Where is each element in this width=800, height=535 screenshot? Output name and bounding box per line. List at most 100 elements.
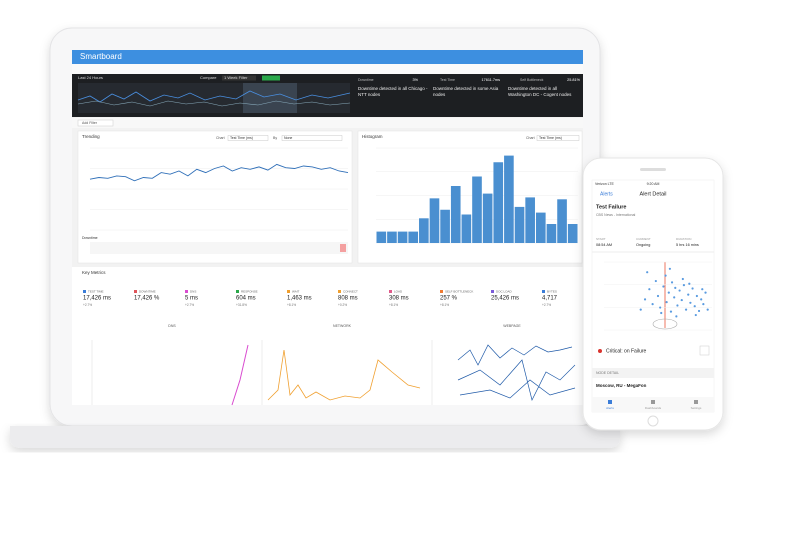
webpage-lines (457, 344, 576, 402)
scatter-point (702, 303, 705, 306)
scatter-point (665, 301, 668, 304)
metric-icon (134, 290, 137, 293)
key-metrics-title: Key Metrics (82, 270, 106, 275)
metric-change: +2.7% (83, 303, 92, 307)
scatter-point (676, 304, 679, 307)
scatter-point (646, 271, 649, 274)
metric-change: +2.7% (542, 303, 551, 307)
histogram-chart-select[interactable] (536, 135, 580, 141)
metric-icon (185, 290, 188, 293)
histogram-bar (376, 231, 387, 243)
scatter-point (697, 309, 701, 313)
metric-change: +0.2% (338, 303, 347, 307)
scatter-point (648, 288, 651, 291)
scatter-point (689, 301, 692, 304)
home-button[interactable] (647, 415, 659, 427)
metric-icon (236, 290, 239, 293)
alert-text: Downtime detected in all Chicago - NTT n… (358, 86, 428, 97)
node: Moscow, RU - MegaFon (596, 383, 647, 388)
col-value: Ongoing (636, 243, 650, 247)
metric-value: 604 ms (236, 296, 256, 302)
metric-icon (83, 290, 86, 293)
tab-label: Alerts (606, 406, 614, 410)
tab-icon[interactable] (651, 400, 655, 404)
tab-icon[interactable] (608, 400, 612, 404)
laptop-base (10, 426, 620, 448)
add-filter-button[interactable] (77, 119, 114, 127)
metric-name: TEST TIME (88, 289, 104, 293)
trending-chart-label: Chart (216, 136, 225, 140)
compare-value: 1 Week Filter (224, 75, 248, 80)
metric-icon (440, 290, 443, 293)
trending-chart-select[interactable] (227, 135, 269, 141)
col-value: 5 hrs 16 mins (676, 243, 699, 247)
histogram-bar (419, 218, 429, 243)
metric-value: 4,717 (542, 296, 558, 302)
alert-text: Downtime detected in all Washington DC -… (508, 86, 572, 97)
scatter-point (662, 285, 665, 288)
metric-icon (287, 290, 290, 293)
col-value: 08:54 AM (596, 243, 612, 247)
col-label: CURRENT (636, 237, 651, 241)
trending-line (89, 163, 349, 182)
scatter-point (680, 298, 683, 302)
node-detail: NODE DETAIL (596, 371, 619, 375)
back-link[interactable]: Alerts (600, 191, 613, 197)
metric-name: SELF BOTTLENECK (445, 289, 473, 293)
metric-value: 17,426 ms (83, 296, 111, 302)
scatter-point (688, 282, 691, 285)
trending-by-select[interactable] (281, 135, 343, 141)
metric-change: +2.7% (185, 303, 194, 307)
scatter-point (669, 310, 673, 313)
downtime-block (340, 244, 346, 252)
tab-icon[interactable] (694, 400, 698, 404)
range: Last 24 Hours (78, 75, 103, 80)
scatter-point (704, 291, 707, 294)
metric-icon (389, 290, 392, 293)
trending-chart-value: Test Time (ms) (230, 136, 253, 140)
metric-value: 17,426 % (134, 296, 160, 302)
stat-label: Test Time (440, 78, 455, 82)
scatter-point (674, 286, 677, 289)
scatter-point (667, 291, 670, 294)
histogram-bar (408, 231, 419, 243)
scatter-point (693, 305, 696, 308)
scatter-point (654, 279, 657, 283)
scatter-point (694, 313, 697, 317)
trending-by-label: By (273, 136, 277, 140)
metric-name: BYTES (547, 289, 557, 293)
histogram-bar (493, 162, 504, 243)
metric-change: +31.8% (236, 303, 247, 307)
scatter-point (673, 296, 676, 299)
compare-select[interactable] (222, 75, 256, 81)
stat-value: 17611.7ms (481, 78, 500, 82)
alert-box: Downtime detected in all Chicago - NTT n… (358, 86, 428, 97)
histogram-bar (429, 198, 440, 243)
histogram-chart-value: Test Time (ms) (539, 136, 562, 140)
scatter-point (656, 294, 660, 298)
compare-label: Compare (200, 75, 217, 80)
stat-label: Self Bottleneck (520, 78, 544, 82)
scatter-point (684, 308, 688, 311)
chart-toggle[interactable] (699, 345, 710, 356)
scatter-point (700, 298, 703, 301)
metric-value: 25,426 ms (491, 296, 519, 302)
trending-panel (77, 130, 353, 264)
stat-value: 3% (413, 78, 419, 82)
histogram-bar (461, 214, 472, 243)
chart-title: NETWORK (333, 324, 352, 328)
chart-title: DNS (168, 324, 176, 328)
scatter-point (664, 274, 667, 277)
scatter-point (687, 293, 690, 296)
histogram-bar (525, 197, 535, 243)
histogram-bar (450, 186, 461, 243)
stat-label: Downtime (358, 78, 374, 82)
overview-window (243, 83, 297, 113)
scatter-point (691, 287, 694, 290)
overview-line-2 (77, 100, 351, 107)
downtime-label: Downtime (82, 236, 98, 240)
scatter-point (695, 294, 698, 298)
histogram-chart-label: Chart (526, 136, 535, 140)
go-button[interactable] (262, 75, 280, 81)
metric-value: 808 ms (338, 296, 358, 302)
